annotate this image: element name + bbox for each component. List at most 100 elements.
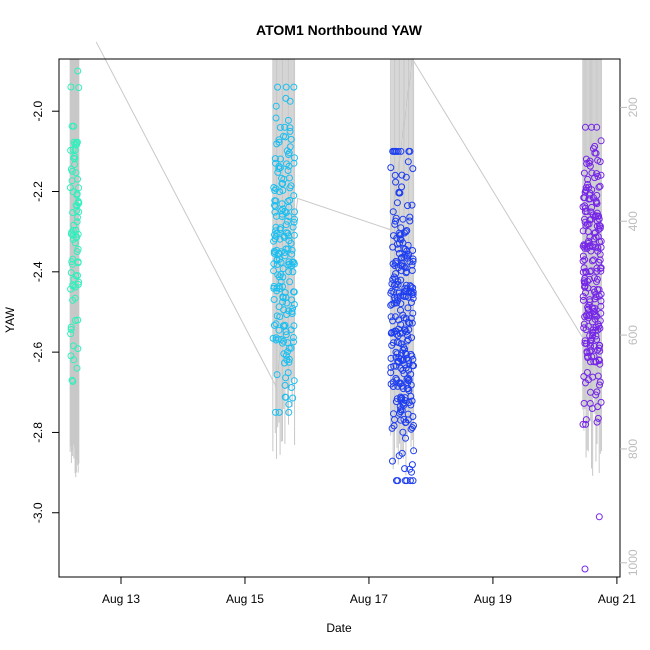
data-point xyxy=(279,180,287,187)
data-point xyxy=(595,344,603,352)
data-point xyxy=(588,123,595,131)
data-point xyxy=(387,164,395,172)
plot-frame xyxy=(58,58,621,578)
data-point xyxy=(272,114,280,122)
data-point xyxy=(585,376,592,384)
data-point xyxy=(580,320,588,328)
data-point xyxy=(390,299,398,307)
data-point xyxy=(275,303,283,311)
data-point xyxy=(289,394,297,402)
data-point xyxy=(407,425,415,433)
data-point xyxy=(596,182,604,190)
data-point xyxy=(68,122,76,130)
data-point xyxy=(394,477,402,485)
data-point xyxy=(69,209,77,216)
data-point xyxy=(276,313,284,321)
data-point xyxy=(286,124,294,132)
data-point xyxy=(401,229,408,237)
data-point xyxy=(399,329,406,337)
data-point xyxy=(74,245,82,253)
data-point xyxy=(597,302,605,310)
data-point xyxy=(284,245,292,253)
data-point xyxy=(582,268,590,276)
data-point xyxy=(277,155,284,163)
data-point xyxy=(402,173,410,181)
data-point xyxy=(75,184,83,192)
data-point xyxy=(272,408,279,416)
data-point xyxy=(597,171,605,179)
data-point xyxy=(584,181,592,188)
data-point xyxy=(583,369,591,376)
data-point xyxy=(69,231,77,239)
data-point xyxy=(284,197,292,205)
data-point xyxy=(388,341,396,349)
data-point xyxy=(405,377,412,385)
data-point xyxy=(594,286,602,293)
data-point xyxy=(581,339,589,347)
data-point xyxy=(587,388,594,396)
data-point xyxy=(593,418,601,426)
data-point xyxy=(395,189,403,197)
data-point xyxy=(387,289,395,297)
data-point xyxy=(389,208,397,216)
data-point xyxy=(393,293,401,301)
data-point xyxy=(393,350,401,358)
data-point xyxy=(389,457,396,465)
data-point xyxy=(404,374,412,382)
data-point xyxy=(275,165,283,173)
data-point xyxy=(398,171,406,179)
data-point xyxy=(399,215,407,223)
data-point xyxy=(590,311,598,319)
data-point xyxy=(587,346,595,354)
data-point xyxy=(399,239,407,247)
data-point xyxy=(592,332,600,340)
data-point xyxy=(586,233,594,241)
data-point xyxy=(583,311,590,319)
data-point xyxy=(593,336,601,343)
data-point xyxy=(280,132,287,140)
data-point xyxy=(281,207,289,215)
data-point xyxy=(392,362,400,370)
data-point xyxy=(409,165,417,173)
data-point xyxy=(286,174,293,182)
data-point xyxy=(592,197,600,205)
data-point xyxy=(69,282,77,290)
data-point xyxy=(581,565,589,573)
data-point xyxy=(72,272,80,280)
y2-tick-label: 600 xyxy=(626,325,640,345)
data-point xyxy=(67,83,75,91)
data-point xyxy=(586,298,594,306)
data-point xyxy=(75,84,83,92)
data-point xyxy=(285,268,293,276)
data-point xyxy=(579,252,587,260)
data-point xyxy=(402,287,410,295)
x-tick-label: Aug 19 xyxy=(474,592,512,606)
data-point xyxy=(397,321,405,328)
data-point xyxy=(392,217,399,225)
data-point xyxy=(395,229,403,237)
data-point xyxy=(581,256,589,264)
data-point xyxy=(285,408,293,416)
y-tick-label: -2.2 xyxy=(31,181,45,202)
data-point xyxy=(586,191,593,199)
data-point xyxy=(391,171,399,179)
data-point xyxy=(405,288,413,296)
data-point xyxy=(597,309,605,317)
data-point xyxy=(279,298,287,306)
data-point xyxy=(290,338,297,346)
data-point xyxy=(393,338,401,346)
data-point xyxy=(409,477,417,485)
data-point xyxy=(409,309,417,317)
data-point xyxy=(579,293,587,300)
data-point xyxy=(270,260,278,268)
data-point xyxy=(397,340,405,348)
data-point xyxy=(275,136,283,144)
data-point xyxy=(287,239,295,247)
data-point xyxy=(287,182,295,190)
data-point xyxy=(596,324,604,332)
data-point xyxy=(392,270,400,278)
data-point xyxy=(408,299,415,306)
data-point xyxy=(282,229,290,237)
data-point xyxy=(279,339,286,347)
data-point xyxy=(593,170,601,178)
